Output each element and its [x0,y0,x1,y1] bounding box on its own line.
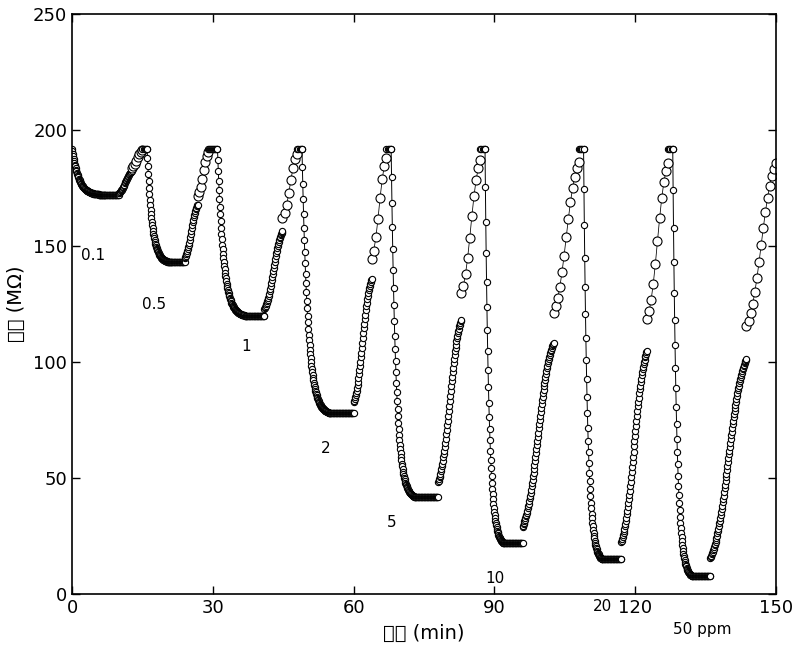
Text: 10: 10 [485,571,504,586]
Text: 2: 2 [321,441,330,456]
Text: 5: 5 [386,515,396,530]
Y-axis label: 电阶 (MΩ): 电阶 (MΩ) [7,266,26,343]
Text: 1: 1 [241,339,250,354]
Text: 50 ppm: 50 ppm [673,622,731,637]
X-axis label: 时间 (min): 时间 (min) [383,624,465,643]
Text: 0.5: 0.5 [142,297,166,312]
Text: 0.1: 0.1 [82,248,106,263]
Text: 20: 20 [593,599,612,614]
